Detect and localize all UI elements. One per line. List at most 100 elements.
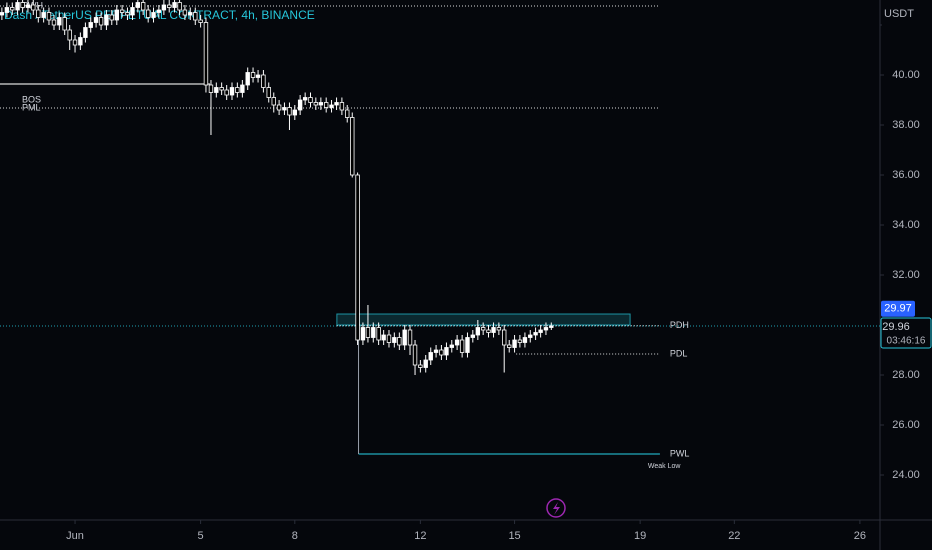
x-tick-label: 15	[508, 530, 520, 542]
candle-body	[444, 347, 449, 356]
level-label: PML	[22, 102, 41, 112]
candle-body	[339, 102, 345, 111]
y-tick-label: 34.00	[892, 219, 920, 231]
candle-body	[308, 97, 313, 103]
candle-body	[292, 109, 297, 116]
x-tick-label: Jun	[66, 530, 84, 542]
candle-body	[119, 9, 125, 13]
candle-body	[130, 7, 135, 16]
level-label: PWL	[670, 448, 690, 458]
candle-body	[449, 344, 454, 348]
y-tick-label: 38.00	[892, 119, 920, 131]
candle-body	[36, 9, 41, 18]
candle-body	[135, 2, 141, 8]
candle-body	[543, 327, 549, 331]
y-tick-label: 36.00	[892, 169, 920, 181]
x-tick-label: 12	[414, 530, 426, 542]
candle-body	[282, 107, 287, 111]
candle-body	[329, 104, 334, 108]
price-tag-label: 29.96	[882, 321, 910, 333]
candle-body	[198, 19, 203, 23]
candle-body	[62, 17, 67, 31]
candle-body	[386, 334, 392, 343]
candle-body	[193, 12, 198, 21]
candle-body	[235, 87, 240, 93]
candle-body	[214, 87, 219, 93]
candle-body	[371, 327, 376, 338]
candle-body	[271, 97, 276, 106]
candle-body	[502, 329, 507, 346]
candle-body	[397, 337, 402, 346]
candle-body	[15, 2, 20, 11]
chart-title: Dash / TetherUS PERPETUAL CONTRACT, 4h, …	[4, 8, 315, 22]
candle-body	[266, 87, 271, 98]
candle-body	[10, 7, 15, 11]
candle-body	[412, 344, 418, 366]
candle-body	[125, 12, 130, 16]
candle-body	[355, 174, 360, 341]
x-tick-label: 8	[292, 530, 298, 542]
y-tick-label: 24.00	[892, 469, 920, 481]
candle-body	[439, 349, 444, 356]
candle-body	[57, 17, 62, 26]
candle-body	[208, 84, 214, 93]
candle-body	[407, 329, 413, 346]
y-unit: USDT	[884, 8, 914, 20]
candle-body	[203, 22, 209, 86]
candle-body	[334, 102, 339, 106]
candle-body	[67, 29, 72, 41]
y-tick-label: 40.00	[892, 69, 920, 81]
candle-body	[161, 4, 167, 11]
candle-body	[188, 12, 193, 16]
candle-body	[376, 327, 381, 341]
y-tick-label: 32.00	[892, 269, 920, 281]
candle-body	[402, 329, 407, 346]
candle-body	[0, 12, 5, 16]
candle-body	[512, 339, 517, 348]
candle-body	[177, 2, 182, 11]
candle-body	[145, 9, 151, 18]
countdown: 03:46:16	[887, 336, 926, 347]
candle-body	[261, 74, 266, 88]
candle-body	[104, 14, 109, 26]
candle-body	[156, 9, 162, 13]
y-tick-label: 26.00	[892, 419, 920, 431]
candle-body	[20, 2, 25, 8]
candle-body	[475, 327, 481, 336]
candle-body	[345, 109, 350, 118]
level-label: BOS	[22, 94, 41, 104]
candle-body	[41, 12, 46, 18]
candle-body	[88, 22, 93, 28]
x-tick-label: 5	[198, 530, 204, 542]
candle-body	[172, 2, 177, 8]
candle-body	[78, 37, 83, 46]
candle-body	[480, 327, 486, 331]
candle-body	[83, 27, 88, 38]
candle-body	[4, 7, 10, 13]
candle-body	[538, 329, 543, 333]
candle-body	[365, 327, 371, 338]
candle-body	[240, 84, 245, 93]
spark-icon[interactable]	[546, 498, 566, 518]
candle-body	[229, 87, 235, 96]
candle-body	[25, 4, 31, 8]
candle-body	[167, 4, 172, 8]
candle-body	[381, 334, 386, 341]
candle-body	[151, 12, 156, 18]
candle-body	[46, 12, 52, 21]
candle-body	[93, 17, 99, 23]
candle-body	[418, 364, 423, 368]
candle-body	[250, 72, 256, 78]
candle-body	[140, 2, 146, 11]
candle-body	[507, 344, 512, 348]
alert-tag	[881, 300, 915, 317]
unit-bg	[882, 0, 932, 30]
candle-body	[318, 102, 324, 106]
candle-body	[51, 19, 57, 26]
alert-tag-label: 29.97	[884, 303, 912, 315]
x-tick-label: 26	[854, 530, 866, 542]
candle-body	[109, 14, 114, 21]
x-tick-label: 19	[634, 530, 646, 542]
candle-body	[549, 325, 554, 328]
